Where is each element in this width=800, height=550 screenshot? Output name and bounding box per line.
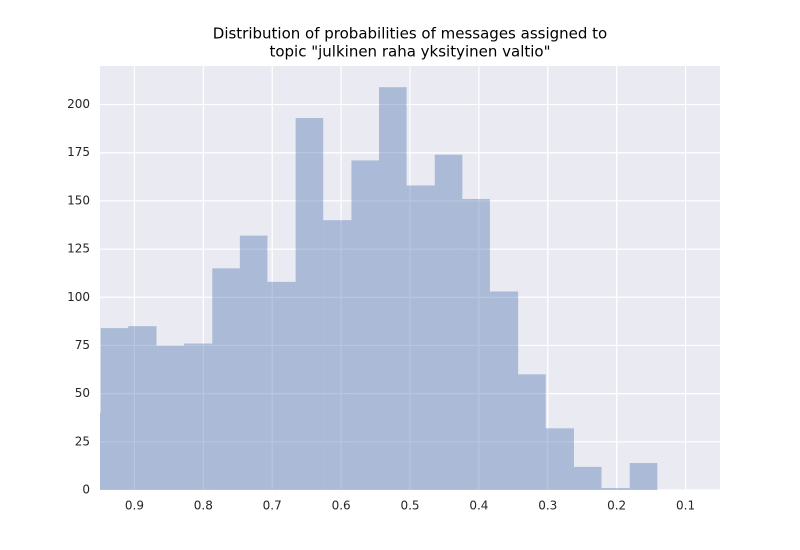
y-tick-label: 175 [67, 145, 90, 159]
bar [100, 328, 129, 490]
x-tick-label: 0.7 [263, 499, 282, 513]
y-tick-label: 100 [67, 290, 90, 304]
x-tick-label: 0.4 [469, 499, 488, 513]
bar [489, 291, 519, 490]
y-tick-label: 200 [67, 97, 90, 111]
bar [267, 281, 296, 490]
y-tick-label: 150 [67, 193, 90, 207]
y-tick-label: 75 [75, 338, 90, 352]
bars [100, 87, 658, 490]
chart-title: topic "julkinen raha yksityinen valtio" [269, 43, 550, 61]
x-tick-label: 0.5 [400, 499, 419, 513]
y-tick-label: 50 [75, 386, 90, 400]
chart-title: Distribution of probabilities of message… [213, 25, 607, 43]
y-tick-label: 125 [67, 242, 90, 256]
y-tick-label: 25 [75, 434, 90, 448]
x-tick-label: 0.3 [538, 499, 557, 513]
bar [100, 412, 101, 490]
bar [128, 326, 157, 490]
tick-labels: 0 25 50 75 100 125 150 175 200 0.9 0.8 0.7 0.6 0.5 0.4… [67, 97, 695, 512]
x-tick-label: 0.2 [607, 499, 626, 513]
x-tick-label: 0.1 [676, 499, 695, 513]
bar [462, 198, 490, 490]
x-tick-label: 0.6 [332, 499, 351, 513]
bar [295, 118, 324, 490]
x-tick-label: 0.9 [125, 499, 144, 513]
bar [351, 160, 379, 490]
bar [323, 220, 352, 490]
bar [545, 428, 574, 490]
bar [434, 154, 463, 490]
bar [518, 374, 546, 490]
bar [379, 87, 407, 490]
bar [406, 185, 435, 490]
bar [184, 343, 213, 490]
bar [212, 268, 240, 490]
y-tick-label: 0 [82, 483, 90, 497]
grid [100, 66, 720, 491]
bar [239, 235, 268, 490]
bar [629, 463, 658, 490]
bar [573, 466, 602, 490]
bar [156, 345, 185, 490]
bar [601, 488, 630, 490]
x-tick-label: 0.8 [194, 499, 213, 513]
